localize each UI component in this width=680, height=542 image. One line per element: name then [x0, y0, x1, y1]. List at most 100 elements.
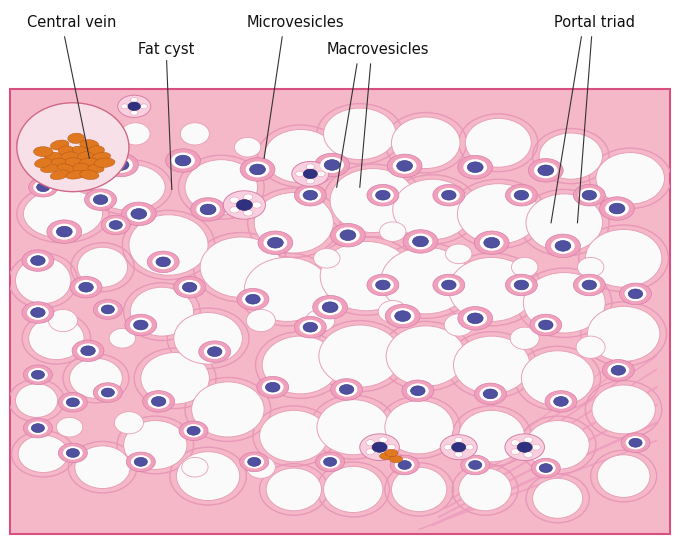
Circle shape — [52, 224, 76, 240]
Circle shape — [483, 389, 498, 399]
Ellipse shape — [29, 317, 84, 360]
Circle shape — [127, 206, 151, 222]
Circle shape — [511, 188, 532, 203]
Circle shape — [179, 421, 208, 441]
Circle shape — [474, 231, 509, 255]
Circle shape — [461, 455, 490, 475]
Circle shape — [101, 388, 114, 397]
Circle shape — [403, 230, 438, 253]
Ellipse shape — [50, 170, 69, 179]
Circle shape — [22, 250, 54, 272]
Ellipse shape — [51, 158, 69, 167]
Circle shape — [257, 377, 289, 398]
Ellipse shape — [18, 435, 68, 473]
Circle shape — [391, 308, 415, 324]
Ellipse shape — [65, 158, 85, 167]
Ellipse shape — [320, 241, 413, 311]
Circle shape — [66, 398, 80, 406]
Circle shape — [72, 340, 104, 362]
Circle shape — [336, 227, 360, 243]
Ellipse shape — [56, 417, 83, 437]
Circle shape — [84, 189, 116, 210]
Circle shape — [339, 384, 354, 395]
Circle shape — [375, 280, 390, 290]
Ellipse shape — [50, 140, 69, 150]
Ellipse shape — [524, 273, 605, 333]
Circle shape — [79, 282, 93, 292]
Ellipse shape — [449, 257, 534, 321]
Circle shape — [204, 344, 226, 359]
Circle shape — [554, 397, 568, 406]
Circle shape — [28, 422, 48, 435]
Circle shape — [531, 459, 560, 478]
Circle shape — [109, 221, 122, 229]
Ellipse shape — [23, 142, 50, 162]
Circle shape — [467, 162, 483, 172]
Circle shape — [93, 383, 122, 402]
Circle shape — [483, 237, 500, 248]
Ellipse shape — [246, 456, 275, 479]
Ellipse shape — [385, 401, 454, 454]
Ellipse shape — [92, 164, 165, 210]
Ellipse shape — [129, 215, 208, 275]
Circle shape — [90, 192, 112, 207]
Ellipse shape — [88, 164, 104, 172]
Text: Central vein: Central vein — [27, 15, 116, 30]
Circle shape — [179, 280, 201, 294]
Circle shape — [31, 256, 45, 266]
Circle shape — [101, 305, 114, 314]
Circle shape — [611, 365, 626, 375]
Circle shape — [131, 98, 138, 102]
Ellipse shape — [577, 257, 604, 277]
Circle shape — [27, 253, 49, 268]
Circle shape — [469, 461, 482, 469]
Circle shape — [143, 391, 175, 412]
Circle shape — [452, 442, 466, 452]
Circle shape — [320, 455, 340, 468]
Circle shape — [27, 305, 49, 320]
Ellipse shape — [532, 479, 583, 518]
Circle shape — [366, 449, 375, 455]
Text: Fat cyst: Fat cyst — [139, 42, 194, 57]
Circle shape — [265, 382, 280, 392]
Circle shape — [463, 159, 487, 175]
Ellipse shape — [114, 412, 143, 434]
Circle shape — [187, 427, 200, 435]
Circle shape — [550, 394, 572, 409]
Circle shape — [607, 363, 629, 378]
Circle shape — [514, 190, 528, 200]
Circle shape — [98, 303, 118, 316]
Ellipse shape — [141, 352, 209, 404]
Circle shape — [190, 198, 226, 221]
Circle shape — [294, 184, 326, 206]
Circle shape — [93, 195, 108, 204]
Circle shape — [573, 274, 605, 296]
Ellipse shape — [254, 192, 333, 253]
Circle shape — [130, 318, 152, 332]
Circle shape — [534, 162, 558, 178]
Ellipse shape — [317, 399, 390, 455]
Circle shape — [106, 218, 126, 231]
Circle shape — [56, 227, 72, 237]
Circle shape — [517, 442, 532, 452]
Circle shape — [299, 188, 321, 203]
Circle shape — [182, 282, 197, 292]
Ellipse shape — [539, 133, 602, 179]
Circle shape — [313, 295, 347, 319]
Circle shape — [75, 280, 97, 294]
Circle shape — [375, 190, 390, 200]
Circle shape — [463, 311, 487, 326]
Circle shape — [539, 463, 552, 473]
Circle shape — [396, 160, 413, 171]
Circle shape — [134, 457, 148, 466]
Circle shape — [63, 446, 83, 460]
Ellipse shape — [378, 300, 407, 323]
Circle shape — [395, 311, 411, 321]
Circle shape — [250, 164, 265, 175]
Ellipse shape — [182, 457, 208, 477]
Ellipse shape — [381, 247, 471, 314]
Ellipse shape — [16, 384, 58, 417]
Circle shape — [199, 341, 231, 363]
Circle shape — [465, 444, 473, 450]
Ellipse shape — [60, 130, 92, 155]
